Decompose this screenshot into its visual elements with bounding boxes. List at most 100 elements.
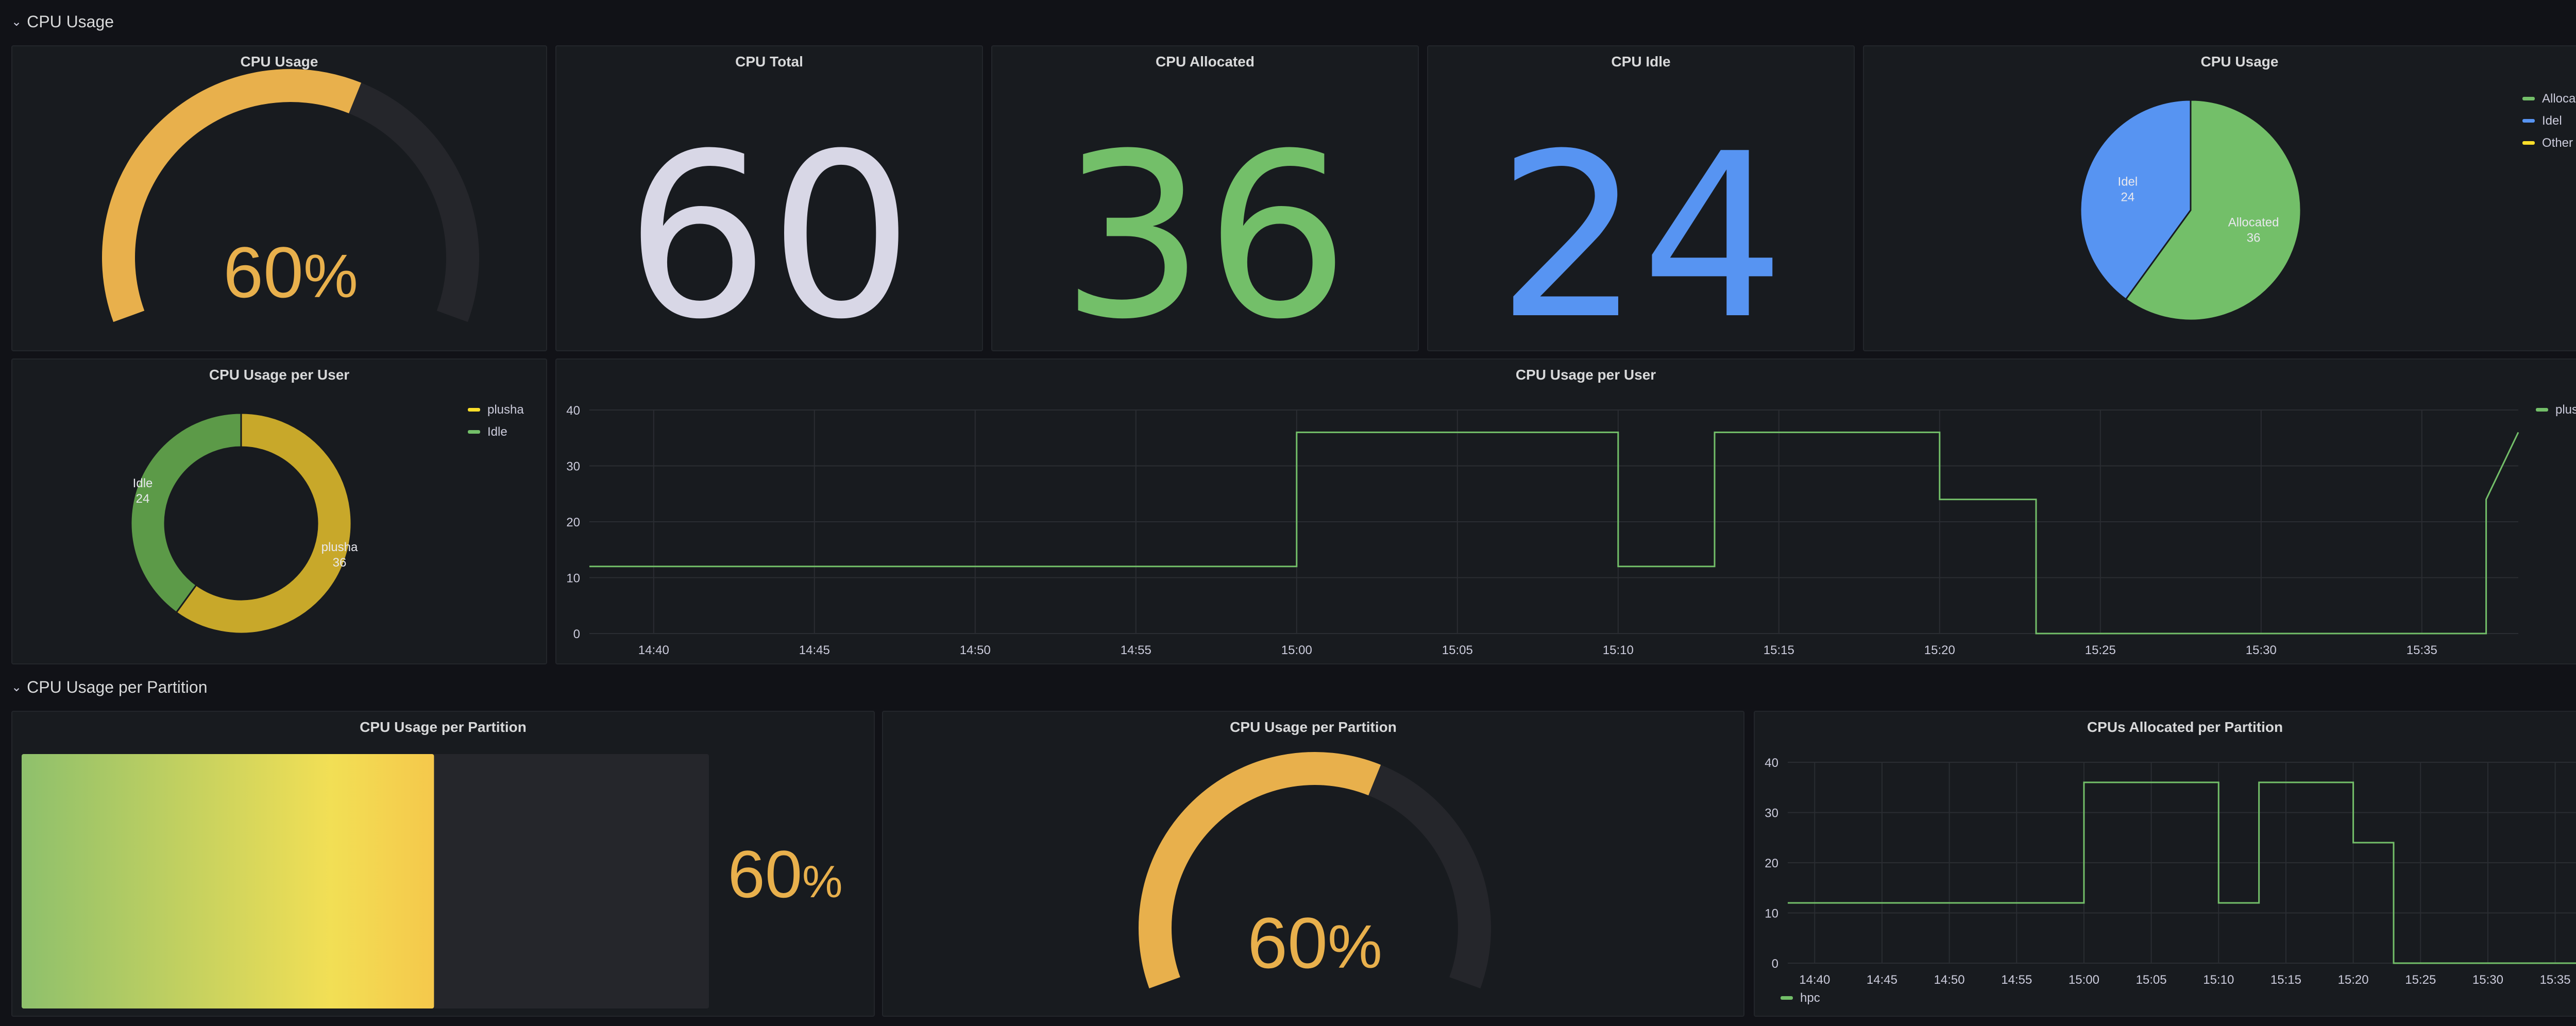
pie-slice — [175, 412, 352, 635]
panel-cpu-usage-per-partition-gauge[interactable]: CPU Usage per Partition 60% — [882, 711, 1744, 1017]
panel-title: CPU Usage per User — [209, 367, 350, 383]
x-tick-label: 14:45 — [799, 643, 830, 657]
panel-cpu-usage-per-user-timeseries[interactable]: CPU Usage per User 0 10 20 30 40 14:40 14:45 14… — [555, 358, 2576, 664]
x-tick-label: 15:05 — [2136, 973, 2167, 987]
legend-label: plusha — [487, 402, 524, 417]
x-tick-label: 15:20 — [1924, 643, 1955, 657]
legend-item[interactable]: Other — [2522, 132, 2576, 154]
gauge-value: 60% — [223, 232, 358, 313]
panel-cpu-usage-per-partition-bargauge[interactable]: CPU Usage per Partition 60% — [11, 711, 875, 1017]
panel-cpu-allocated[interactable]: CPU Allocated 36 — [991, 45, 1419, 351]
panel-title: CPUs Allocated per Partition — [2087, 719, 2283, 735]
legend-item[interactable]: plusha — [2536, 399, 2576, 421]
y-tick-label: 40 — [1765, 756, 1778, 770]
x-tick-label: 15:05 — [1442, 643, 1473, 657]
legend-swatch — [468, 430, 480, 434]
x-tick-label: 15:10 — [2203, 973, 2234, 987]
legend-label: Allocated — [2542, 91, 2576, 106]
stat-value: 24 — [1497, 105, 1785, 351]
x-tick-label: 14:55 — [2001, 973, 2032, 987]
gauge-unit: % — [1328, 913, 1382, 981]
legend-label: Idel — [2542, 113, 2562, 128]
x-tick-label: 15:30 — [2246, 643, 2277, 657]
x-tick-label: 15:30 — [2472, 973, 2503, 987]
line-chart: 0 10 20 30 40 14:40 14:45 14:50 14:55 15:00 15:05 1… — [1765, 756, 2576, 987]
x-tick-label: 14:55 — [1121, 643, 1151, 657]
x-tick-label: 15:25 — [2085, 643, 2116, 657]
pie-slice-label: Idle — [133, 476, 153, 490]
pie-slice-value: 24 — [136, 492, 150, 506]
panel-cpu-usage-gauge[interactable]: CPU Usage 60% — [11, 45, 547, 351]
panel-title: CPU Total — [735, 54, 803, 70]
legend-label: Idle — [487, 424, 507, 439]
legend-swatch — [2522, 119, 2535, 123]
panel-cpus-allocated-per-partition[interactable]: CPUs Allocated per Partition 0 10 20 30 40 14… — [1754, 711, 2576, 1017]
y-tick-label: 0 — [573, 627, 580, 641]
legend-swatch — [1781, 996, 1793, 1000]
y-tick-label: 30 — [1765, 807, 1778, 820]
row-title: CPU Usage per Partition — [27, 677, 208, 696]
panel-title: CPU Usage per Partition — [1230, 719, 1397, 735]
legend-item[interactable]: hpc — [1781, 987, 1820, 1009]
x-tick-label: 15:00 — [2069, 973, 2099, 987]
gauge-value: 60% — [1247, 902, 1382, 983]
legend-label: plusha — [2555, 402, 2576, 417]
panel-cpu-usage-per-user-donut[interactable]: CPU Usage per User plusha 36 Idle 24 plusha… — [11, 358, 547, 664]
chevron-down-icon: ⌄ — [11, 680, 22, 694]
legend-label: hpc — [1800, 990, 1820, 1005]
gauge-chart: 60% — [1139, 752, 1491, 988]
x-tick-label: 15:15 — [1764, 643, 1794, 657]
bar-fill — [22, 754, 434, 1008]
y-tick-label: 10 — [1765, 907, 1778, 921]
panel-title: CPU Usage — [2200, 54, 2279, 70]
row-title: CPU Usage — [27, 12, 114, 31]
panel-cpu-total[interactable]: CPU Total 60 — [555, 45, 983, 351]
bar-unit: % — [802, 856, 842, 907]
legend: hpc — [1781, 987, 1820, 1009]
bar-value: 60% — [728, 836, 843, 912]
y-tick-label: 20 — [1765, 857, 1778, 870]
row-header-cpu-usage-per-partition[interactable]: ⌄ CPU Usage per Partition — [11, 677, 207, 697]
legend-label: Other — [2542, 135, 2573, 150]
gauge-chart: 60% — [102, 69, 479, 322]
pie-slice — [130, 412, 242, 614]
gauge-fill — [1139, 752, 1381, 988]
pie-slice-label: Idel — [2118, 175, 2138, 189]
legend: Allocated Idel Other — [2522, 88, 2576, 154]
x-tick-label: 15:35 — [2540, 973, 2571, 987]
stat-value: 60 — [625, 105, 913, 351]
gauge-unit: % — [303, 242, 358, 311]
stat-value: 36 — [1061, 105, 1349, 351]
legend-swatch — [2522, 141, 2535, 145]
pie-slice-value: 36 — [333, 556, 347, 570]
series-line — [1788, 781, 2576, 964]
legend-item[interactable]: plusha — [468, 399, 524, 421]
x-tick-label: 14:50 — [1934, 973, 1965, 987]
x-tick-label: 14:40 — [638, 643, 669, 657]
x-tick-label: 14:45 — [1867, 973, 1897, 987]
legend-item[interactable]: Idle — [468, 421, 524, 443]
legend-swatch — [468, 408, 480, 412]
panel-title: CPU Usage — [240, 54, 318, 70]
donut-chart: plusha 36 Idle 24 — [130, 412, 358, 635]
legend-item[interactable]: Idel — [2522, 110, 2576, 132]
chevron-down-icon: ⌄ — [11, 14, 22, 29]
bar-gauge: 60% — [22, 754, 843, 1008]
y-tick-label: 10 — [566, 572, 580, 586]
y-tick-label: 20 — [566, 516, 580, 529]
gauge-fill — [102, 69, 362, 322]
line-chart: 0 10 20 30 40 14:40 14:45 14:50 14:55 15:00 15:05 1… — [566, 404, 2519, 657]
legend-swatch — [2522, 97, 2535, 100]
panel-title: CPU Allocated — [1156, 54, 1255, 70]
x-tick-label: 15:10 — [1603, 643, 1634, 657]
y-tick-label: 0 — [1772, 957, 1778, 971]
x-tick-label: 15:35 — [2406, 643, 2437, 657]
row-header-cpu-usage[interactable]: ⌄ CPU Usage — [11, 11, 114, 32]
panel-cpu-idle[interactable]: CPU Idle 24 — [1427, 45, 1855, 351]
x-tick-label: 15:20 — [2338, 973, 2369, 987]
legend-item[interactable]: Allocated — [2522, 88, 2576, 110]
x-tick-label: 14:50 — [960, 643, 991, 657]
pie-slice — [2125, 99, 2302, 321]
